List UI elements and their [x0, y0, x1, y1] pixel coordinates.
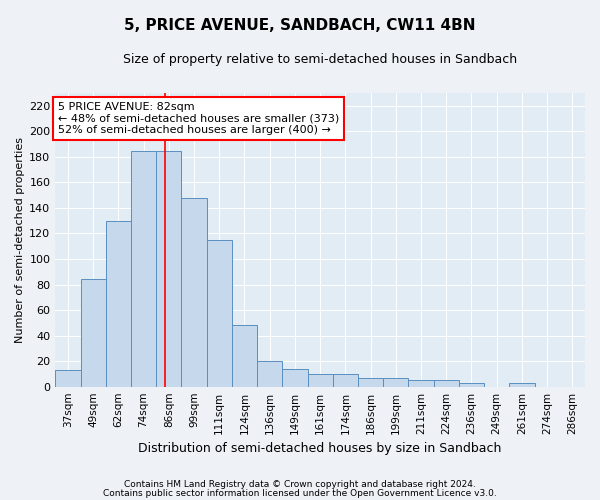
Bar [383, 378, 409, 386]
Bar [257, 361, 283, 386]
Bar [80, 280, 106, 386]
Bar [55, 370, 80, 386]
Bar [106, 220, 131, 386]
Bar [409, 380, 434, 386]
Bar [308, 374, 333, 386]
Title: Size of property relative to semi-detached houses in Sandbach: Size of property relative to semi-detach… [123, 52, 517, 66]
Bar [509, 383, 535, 386]
Bar [156, 150, 181, 386]
Y-axis label: Number of semi-detached properties: Number of semi-detached properties [15, 137, 25, 343]
Bar [434, 380, 459, 386]
Bar [131, 150, 156, 386]
Text: 5 PRICE AVENUE: 82sqm
← 48% of semi-detached houses are smaller (373)
52% of sem: 5 PRICE AVENUE: 82sqm ← 48% of semi-deta… [58, 102, 339, 135]
Bar [333, 374, 358, 386]
Bar [358, 378, 383, 386]
Bar [283, 369, 308, 386]
Bar [459, 383, 484, 386]
Text: Contains HM Land Registry data © Crown copyright and database right 2024.: Contains HM Land Registry data © Crown c… [124, 480, 476, 489]
X-axis label: Distribution of semi-detached houses by size in Sandbach: Distribution of semi-detached houses by … [139, 442, 502, 455]
Bar [232, 326, 257, 386]
Bar [181, 198, 206, 386]
Bar [206, 240, 232, 386]
Text: Contains public sector information licensed under the Open Government Licence v3: Contains public sector information licen… [103, 489, 497, 498]
Text: 5, PRICE AVENUE, SANDBACH, CW11 4BN: 5, PRICE AVENUE, SANDBACH, CW11 4BN [124, 18, 476, 32]
